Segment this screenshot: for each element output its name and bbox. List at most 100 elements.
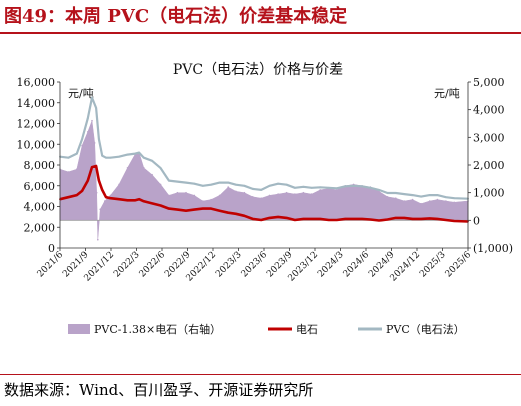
left-tick-label: 0 [48, 242, 55, 255]
pvc-point [95, 107, 97, 109]
carbide-point [260, 219, 263, 221]
spread-point [336, 189, 338, 191]
spread-area-layer [59, 119, 469, 241]
spread-point [95, 191, 98, 194]
spread-point [87, 131, 89, 133]
spread-point [76, 168, 78, 170]
pvc-point [218, 181, 221, 184]
right-tick-label: 4,000 [473, 104, 505, 117]
carbide-point [436, 218, 439, 220]
carbide-point [95, 165, 97, 167]
carbide-point [168, 207, 170, 210]
carbide-point [81, 190, 83, 192]
pvc-point [109, 156, 112, 159]
pvc-point [277, 182, 279, 185]
left-tick-label: 8,000 [24, 159, 56, 172]
pvc-point [411, 194, 414, 197]
spread-point [67, 171, 70, 173]
carbide-point [105, 196, 107, 199]
spread-point [218, 194, 221, 197]
pvc-point [436, 194, 439, 197]
pvc-point [235, 183, 237, 186]
carbide-point [227, 211, 230, 214]
carbide-point [352, 218, 355, 220]
pvc-point [260, 189, 263, 191]
pvc-point [98, 138, 100, 140]
carbide-line [59, 164, 469, 223]
spread-point [185, 191, 187, 194]
pvc-point [285, 183, 288, 186]
pvc-point [403, 193, 406, 196]
chart-title: PVC（电石法）价格与价差 [173, 62, 343, 78]
left-tick-label: 6,000 [24, 180, 56, 193]
x-tick-label: 2025/3 [418, 250, 448, 280]
pvc-point [67, 156, 70, 159]
carbide-point [193, 208, 196, 211]
pvc-point [369, 186, 372, 189]
carbide-point [268, 217, 271, 219]
spread-point [285, 191, 288, 194]
carbide-point [386, 218, 389, 221]
pvc-point [251, 188, 254, 190]
pvc-line-layer [59, 96, 469, 200]
legend-label-spread: PVC-1.38×电石（右轴） [94, 322, 221, 336]
spread-point [302, 191, 305, 194]
spread-point [99, 208, 101, 211]
pvc-point [151, 159, 154, 162]
carbide-point [378, 219, 380, 222]
spread-point [319, 189, 322, 191]
spread-point [453, 201, 456, 204]
spread-point [93, 142, 96, 144]
carbide-point [210, 207, 213, 210]
spread-point [176, 191, 179, 194]
carbide-point [126, 199, 129, 202]
pvc-point [394, 192, 397, 194]
carbide-point [151, 202, 154, 205]
carbide-point [101, 189, 104, 191]
carbide-point [235, 212, 237, 215]
carbide-point [302, 218, 305, 220]
pvc-point [134, 152, 137, 155]
carbide-point [445, 219, 447, 221]
data-source: 数据来源：Wind、百川盈孚、开源证券研究所 [4, 381, 314, 399]
pvc-point [268, 184, 271, 187]
right-tick-label: 5,000 [473, 76, 505, 89]
left-axis-unit: 元/吨 [68, 87, 94, 100]
spread-point [386, 196, 389, 198]
pvc-point [310, 186, 313, 189]
x-tick-label: 2025/6 [444, 250, 474, 280]
spread-point [277, 193, 279, 195]
pvc-point [428, 194, 431, 197]
carbide-point [185, 209, 187, 212]
right-tick-label: 0 [473, 214, 480, 227]
pvc-point [335, 187, 338, 190]
spread-point [91, 119, 93, 122]
pvc-point [210, 183, 213, 186]
spread-point [243, 191, 246, 194]
left-tick-label: 2,000 [24, 221, 56, 234]
source-rule [0, 374, 521, 375]
pvc-point [193, 182, 196, 185]
right-tick-label: 3,000 [473, 131, 505, 144]
pvc-point [159, 167, 162, 170]
right-axis-unit: 元/吨 [434, 87, 460, 100]
carbide-point [310, 218, 313, 220]
spread-point [143, 167, 145, 169]
spread-point [193, 194, 196, 197]
carbide-point [67, 196, 70, 199]
spread-point [420, 202, 422, 205]
left-tick-label: 12,000 [17, 118, 56, 131]
right-tick-label: (1,000) [473, 242, 513, 255]
carbide-point [285, 217, 288, 219]
spread-point [227, 186, 229, 188]
x-tick-label: 2023/6 [240, 250, 270, 280]
pvc-point [344, 185, 347, 188]
spread-point [436, 198, 439, 201]
x-tick-label: 2023/3 [214, 250, 244, 280]
pvc-point [361, 185, 363, 188]
pvc-point [386, 192, 389, 194]
legend: PVC-1.38×电石（右轴） 电石 PVC（电石法） [68, 322, 465, 336]
figure-title: 图49：本周 PVC（电石法）价差基本稳定 [4, 6, 348, 27]
carbide-point [86, 179, 89, 182]
pvc-point [352, 184, 355, 187]
